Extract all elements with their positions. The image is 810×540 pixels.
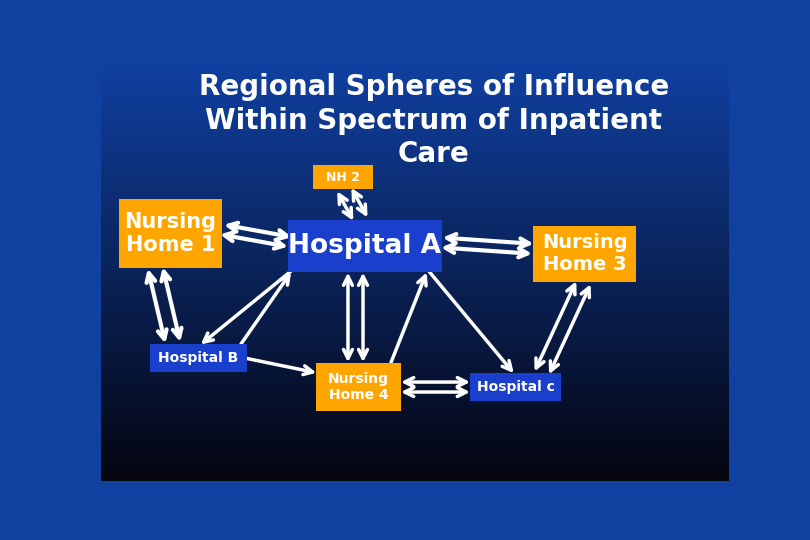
FancyBboxPatch shape [313,165,373,189]
FancyBboxPatch shape [533,226,637,282]
FancyBboxPatch shape [118,199,222,267]
FancyBboxPatch shape [150,344,247,372]
Text: Nursing
Home 3: Nursing Home 3 [542,233,628,274]
Text: Hospital B: Hospital B [159,351,239,365]
FancyBboxPatch shape [288,220,441,272]
Text: Regional Spheres of Influence
Within Spectrum of Inpatient
Care: Regional Spheres of Influence Within Spe… [198,73,669,168]
Text: Hospital A: Hospital A [288,233,441,259]
Text: NH 2: NH 2 [326,171,360,184]
FancyBboxPatch shape [316,363,401,411]
FancyBboxPatch shape [470,373,561,401]
Text: Nursing
Home 4: Nursing Home 4 [328,372,389,402]
Text: Hospital c: Hospital c [476,380,555,394]
Text: Nursing
Home 1: Nursing Home 1 [124,212,216,255]
